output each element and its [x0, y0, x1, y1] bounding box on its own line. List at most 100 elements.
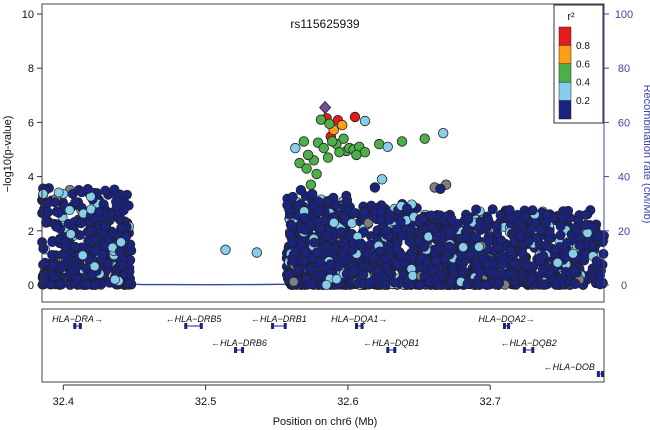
snp-point	[116, 222, 127, 233]
snp-point	[48, 259, 59, 270]
snp-point	[100, 221, 111, 232]
snp-point	[563, 205, 574, 216]
snp-point	[395, 216, 406, 227]
snp-point-mid	[359, 146, 371, 158]
snp-point	[47, 249, 58, 260]
snp-point	[538, 279, 549, 290]
snp-point	[444, 241, 455, 252]
snp-point	[64, 205, 75, 216]
snp-point-mid	[318, 142, 329, 154]
snp-point	[305, 279, 316, 290]
x-tick-label: 32.4	[53, 396, 74, 408]
snp-point	[313, 196, 324, 207]
snp-point	[506, 213, 517, 224]
snp-point	[591, 256, 602, 267]
gene-exon	[531, 347, 535, 353]
snp-point	[417, 213, 428, 224]
snp-point-low	[359, 115, 371, 127]
snp-point	[85, 226, 96, 237]
snp-point	[86, 269, 97, 280]
snp-point	[582, 228, 593, 238]
snp-point-low	[251, 247, 262, 258]
gene-label: ←HLA−DRB5	[166, 314, 223, 324]
snp-point	[76, 218, 86, 229]
y-left-tick-label: 10	[22, 9, 34, 21]
snp-point-mid	[334, 146, 345, 158]
snp-point	[328, 217, 339, 228]
snp-point	[116, 237, 126, 248]
legend-label: 0.8	[576, 41, 590, 52]
snp-point	[550, 279, 561, 290]
gene-exon	[234, 347, 238, 353]
snp-point	[309, 237, 320, 248]
legend-title: r²	[567, 11, 575, 23]
gene-exon	[507, 323, 511, 329]
snp-point	[109, 274, 120, 285]
snp-point	[581, 219, 592, 230]
gene-panel-frame	[41, 308, 605, 383]
snp-point	[487, 268, 497, 279]
snp-point	[358, 270, 369, 280]
snp-point	[444, 227, 455, 237]
snp-point	[53, 187, 64, 198]
snp-point	[581, 209, 592, 220]
snp-point	[517, 248, 528, 259]
snp-point	[520, 211, 531, 222]
snp-point	[592, 231, 603, 242]
gene-exon	[355, 323, 359, 329]
snp-point-low	[376, 174, 388, 185]
snp-point-mid	[396, 136, 408, 147]
snp-point	[474, 241, 484, 252]
gene-exon	[386, 347, 390, 353]
snp-point-low	[382, 141, 393, 153]
x-axis: 32.4 32.5 32.6 32.7	[53, 384, 501, 408]
snp-point	[287, 238, 298, 249]
gene-label: ←HLA−DQB2	[500, 338, 556, 348]
gene-label: HLA−DQA1→	[331, 314, 387, 324]
snp-point	[595, 270, 606, 281]
snp-point-very_low	[295, 184, 307, 196]
snp-point	[314, 257, 325, 267]
snp-point	[560, 266, 571, 277]
y-right-tick-label: 0	[621, 280, 627, 292]
snp-point	[508, 258, 519, 269]
snp-point	[427, 265, 438, 276]
snp-point	[505, 245, 515, 256]
snp-point-mid	[315, 114, 327, 125]
snp-point	[43, 207, 54, 218]
snp-point	[125, 239, 136, 250]
snp-point	[70, 197, 81, 208]
y-axis-right: 0 20 40 60 80 100	[603, 9, 633, 292]
snp-point	[47, 237, 58, 248]
snp-point	[349, 265, 360, 276]
gene-label: HLA−DQA2→	[478, 314, 534, 324]
snp-point	[430, 255, 441, 266]
snp-point	[336, 226, 347, 237]
snp-point	[321, 230, 332, 241]
snp-point	[555, 221, 566, 232]
snp-point	[90, 280, 101, 290]
snp-point	[492, 228, 503, 239]
y-axis-left: 0 2 4 6 8 10	[22, 9, 43, 292]
gene-label: ←HLA−DRB1	[251, 314, 307, 324]
legend-label: 0.4	[576, 78, 590, 89]
snp-point	[55, 279, 66, 290]
y-left-tick-label: 0	[28, 280, 34, 292]
snp-point	[475, 267, 486, 278]
snp-point-mid	[338, 133, 349, 144]
snp-point	[380, 280, 391, 290]
snp-point	[109, 184, 120, 195]
snp-point	[504, 205, 515, 215]
snp-point	[404, 236, 415, 247]
snp-point	[287, 191, 298, 202]
snp-point	[471, 232, 482, 243]
gene-exon	[184, 323, 188, 329]
snp-point-very_low	[369, 182, 381, 193]
snp-point	[81, 279, 92, 290]
snp-point	[487, 204, 498, 215]
snp-point	[527, 205, 538, 216]
snp-point	[76, 187, 87, 198]
snp-point	[300, 225, 311, 235]
y-left-tick-label: 2	[28, 226, 34, 238]
snp-point	[598, 248, 609, 259]
